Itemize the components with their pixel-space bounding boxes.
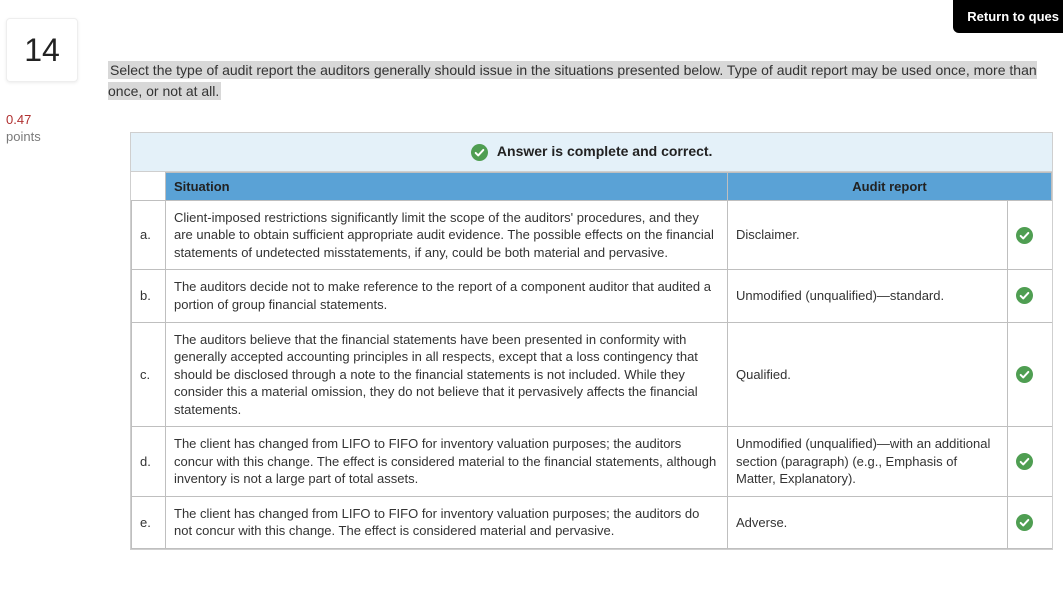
- table-row: b. The auditors decide not to make refer…: [132, 270, 1052, 322]
- row-check: [1007, 270, 1051, 322]
- table-row: c. The auditors believe that the financi…: [132, 322, 1052, 427]
- audit-report-select[interactable]: Adverse.: [727, 496, 1007, 548]
- table-row: e. The client has changed from LIFO to F…: [132, 496, 1052, 548]
- row-letter: a.: [132, 200, 166, 270]
- row-letter: e.: [132, 496, 166, 548]
- row-letter: c.: [132, 322, 166, 427]
- answers-table: Situation Audit report a. Client-imposed…: [131, 172, 1052, 549]
- row-check: [1007, 496, 1051, 548]
- check-circle-icon: [471, 144, 488, 161]
- check-circle-icon: [1016, 514, 1044, 531]
- audit-report-header: Audit report: [727, 172, 1051, 200]
- question-number-badge: 14: [6, 18, 78, 82]
- row-check: [1007, 200, 1051, 270]
- audit-report-select[interactable]: Qualified.: [727, 322, 1007, 427]
- audit-report-select[interactable]: Unmodified (unqualified)—with an additio…: [727, 427, 1007, 497]
- situation-text: The client has changed from LIFO to FIFO…: [166, 496, 728, 548]
- check-circle-icon: [1016, 453, 1044, 470]
- audit-report-select[interactable]: Disclaimer.: [727, 200, 1007, 270]
- table-row: a. Client-imposed restrictions significa…: [132, 200, 1052, 270]
- table-row: d. The client has changed from LIFO to F…: [132, 427, 1052, 497]
- check-circle-icon: [1016, 227, 1044, 244]
- table-header-row: Situation Audit report: [132, 172, 1052, 200]
- row-letter: b.: [132, 270, 166, 322]
- situation-text: Client-imposed restrictions significantl…: [166, 200, 728, 270]
- audit-report-select[interactable]: Unmodified (unqualified)—standard.: [727, 270, 1007, 322]
- points-display: 0.47 points: [6, 112, 90, 146]
- situation-header: Situation: [166, 172, 728, 200]
- question-prompt: Select the type of audit report the audi…: [108, 60, 1053, 102]
- situation-text: The auditors believe that the financial …: [166, 322, 728, 427]
- points-label: points: [6, 129, 41, 144]
- check-circle-icon: [1016, 366, 1044, 383]
- answer-card: Answer is complete and correct. Situatio…: [130, 132, 1053, 550]
- answer-status-bar: Answer is complete and correct.: [131, 133, 1052, 172]
- row-letter: d.: [132, 427, 166, 497]
- check-circle-icon: [1016, 287, 1044, 304]
- return-to-questions-button[interactable]: Return to ques: [953, 0, 1063, 33]
- situation-text: The auditors decide not to make referenc…: [166, 270, 728, 322]
- points-value: 0.47: [6, 112, 31, 127]
- answer-status-text: Answer is complete and correct.: [497, 143, 713, 159]
- situation-text: The client has changed from LIFO to FIFO…: [166, 427, 728, 497]
- question-prompt-text: Select the type of audit report the audi…: [108, 61, 1037, 100]
- row-check: [1007, 427, 1051, 497]
- row-check: [1007, 322, 1051, 427]
